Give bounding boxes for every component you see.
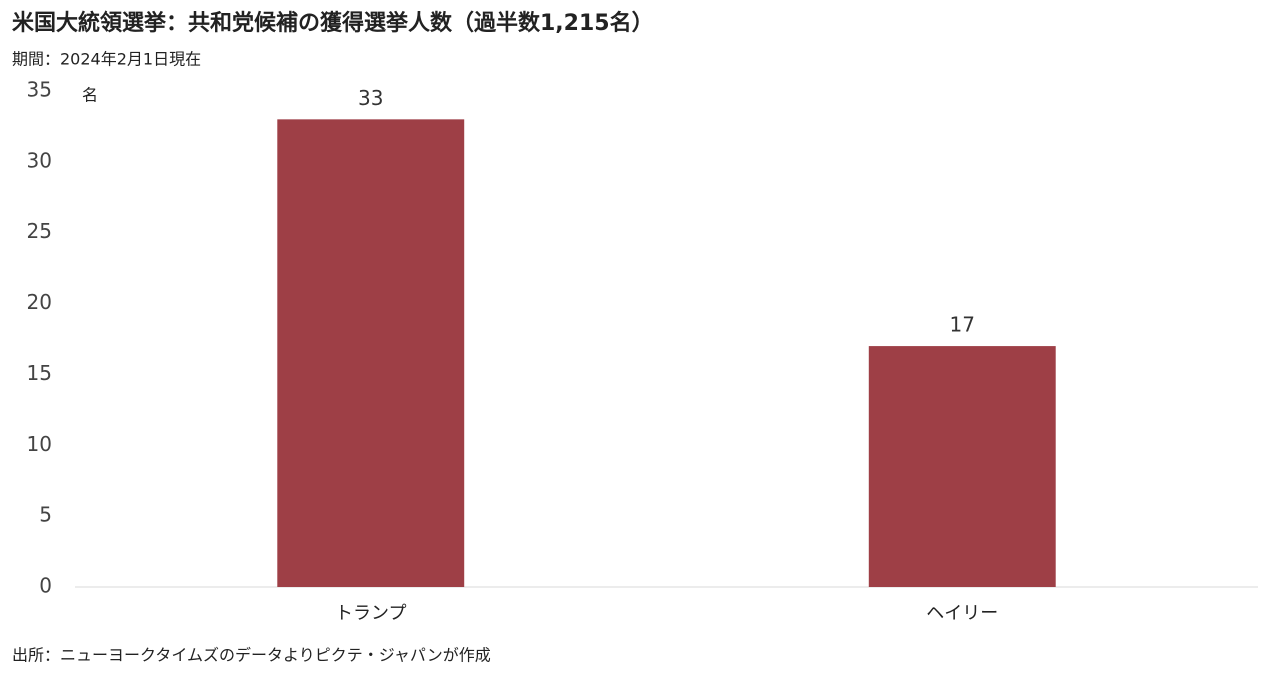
chart-title: 米国大統領選挙：共和党候補の獲得選挙人数（過半数1,215名） (12, 10, 654, 36)
y-unit: 名 (82, 86, 98, 105)
value-label: 17 (950, 313, 975, 337)
y-tick-label: 35 (27, 78, 52, 102)
source-note: 出所：ニューヨークタイムズのデータよりピクテ・ジャパンが作成 (12, 646, 491, 665)
y-tick-label: 15 (27, 361, 52, 385)
y-tick-label: 20 (27, 290, 52, 314)
y-tick-label: 0 (39, 574, 52, 598)
chart-subtitle: 期間：2024年2月1日現在 (12, 50, 201, 69)
y-tick-label: 10 (27, 432, 52, 456)
x-tick-label: ヘイリー (926, 603, 998, 624)
y-tick-label: 30 (27, 148, 52, 172)
y-tick-label: 5 (39, 503, 52, 527)
x-tick-label: トランプ (335, 603, 406, 624)
bar (277, 119, 465, 587)
bar (868, 346, 1056, 587)
y-tick-label: 25 (27, 219, 52, 243)
value-label: 33 (358, 86, 383, 110)
